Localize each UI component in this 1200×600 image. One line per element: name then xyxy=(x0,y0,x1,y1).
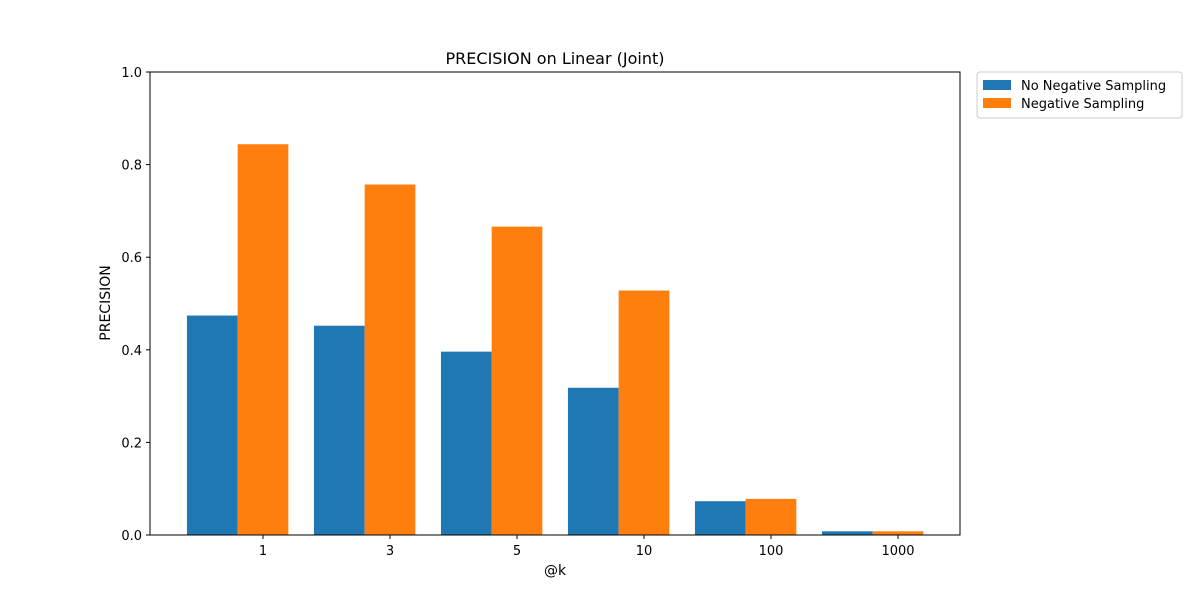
x-tick-label: 100 xyxy=(759,544,784,559)
y-tick-label: 0.2 xyxy=(121,436,142,451)
bar-negative-sampling-1000 xyxy=(872,531,924,535)
x-tick-label: 1 xyxy=(259,544,267,559)
bars-layer xyxy=(186,144,924,536)
bar-no-negative-sampling-1 xyxy=(186,315,238,535)
x-tick-label: 10 xyxy=(636,544,653,559)
plot-frame xyxy=(149,71,961,536)
chart-title: PRECISION on Linear (Joint) xyxy=(446,49,665,68)
y-tick-label: 1.0 xyxy=(121,66,142,81)
y-tick-label: 0.8 xyxy=(121,159,142,174)
legend-swatch xyxy=(983,80,1011,90)
axes-layer: 0.0 0.2 0.4 0.6 0.8 1.0 1 3 5 10 100 1000 xyxy=(121,66,961,559)
bar-no-negative-sampling-10 xyxy=(567,387,619,535)
bar-negative-sampling-1 xyxy=(237,144,289,536)
bar-negative-sampling-5 xyxy=(491,226,543,535)
bar-no-negative-sampling-5 xyxy=(440,351,492,535)
bar-no-negative-sampling-100 xyxy=(694,501,746,535)
x-tick-label: 5 xyxy=(513,544,521,559)
x-axis-label: @k xyxy=(544,563,567,579)
legend-label: Negative Sampling xyxy=(1021,97,1144,112)
bar-no-negative-sampling-1000 xyxy=(821,531,873,535)
y-tick-label: 0.4 xyxy=(121,344,142,359)
legend-box xyxy=(976,71,1183,119)
x-tick-label: 1000 xyxy=(881,544,914,559)
bar-negative-sampling-3 xyxy=(364,184,416,535)
legend-label: No Negative Sampling xyxy=(1021,79,1166,94)
bar-negative-sampling-100 xyxy=(745,498,797,535)
y-axis-label: PRECISION xyxy=(98,265,114,340)
legend-swatch xyxy=(983,98,1011,108)
legend: No Negative Sampling Negative Sampling xyxy=(976,71,1183,119)
bar-negative-sampling-10 xyxy=(618,290,670,535)
y-tick-label: 0.0 xyxy=(121,529,142,544)
bar-no-negative-sampling-3 xyxy=(313,325,365,535)
x-tick-label: 3 xyxy=(386,544,394,559)
y-tick-label: 0.6 xyxy=(121,251,142,266)
